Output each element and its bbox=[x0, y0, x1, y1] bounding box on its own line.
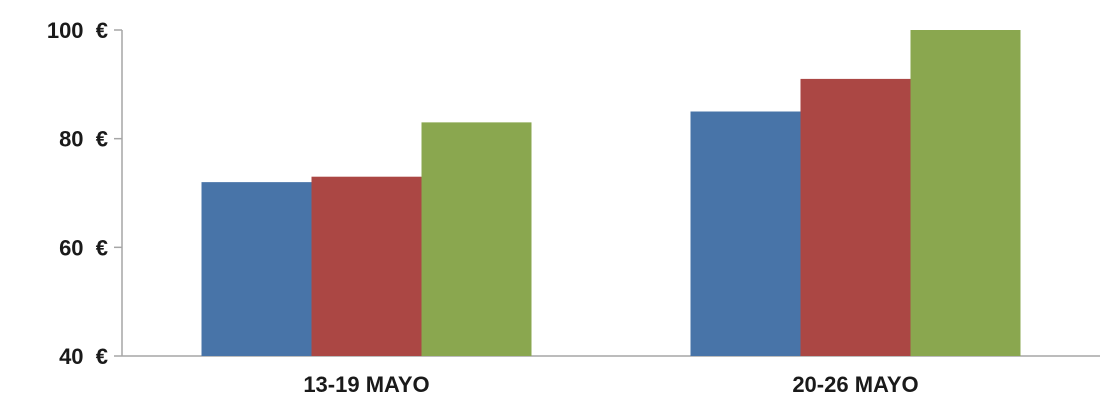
bar bbox=[201, 182, 312, 356]
labels: 40 € 60 € 80 € 100 € 13-19 MAYO 20-26 MAYO bbox=[47, 18, 919, 397]
bar bbox=[800, 78, 911, 357]
bars bbox=[201, 30, 1021, 357]
y-tick-label: 80 € bbox=[59, 127, 108, 152]
bar bbox=[910, 30, 1021, 356]
y-tick-label: 40 € bbox=[59, 344, 108, 369]
y-tick-label: 100 € bbox=[47, 18, 108, 43]
bar bbox=[421, 122, 532, 356]
x-tick-label: 13-19 MAYO bbox=[303, 372, 429, 397]
y-tick-label: 60 € bbox=[59, 235, 108, 260]
x-tick-label: 20-26 MAYO bbox=[792, 372, 918, 397]
bar bbox=[690, 111, 801, 356]
bar bbox=[311, 176, 422, 356]
